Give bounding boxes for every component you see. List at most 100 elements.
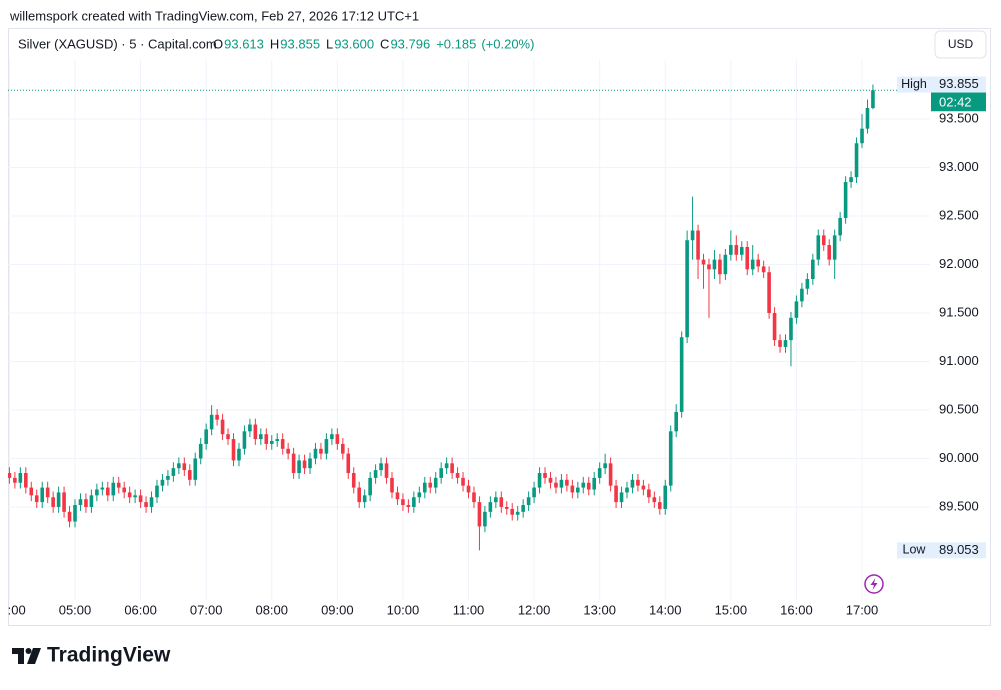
candle-body (171, 468, 176, 476)
candle-body (554, 482, 558, 488)
candle-body (838, 217, 842, 236)
grid (8, 60, 930, 600)
candle-body (565, 479, 569, 486)
candle-body (597, 468, 602, 478)
candle-body (67, 511, 72, 522)
candle-body (592, 477, 597, 490)
candle-body (269, 441, 274, 444)
candle-body (723, 254, 728, 275)
x-tick-label: 12:00 (518, 602, 551, 617)
x-tick-label: 07:00 (190, 602, 223, 617)
candle-body (499, 497, 504, 507)
candle-body (515, 511, 520, 515)
candle-body (40, 487, 45, 503)
candle-body (13, 477, 17, 483)
candle-body (537, 473, 542, 488)
candle-body (483, 511, 487, 527)
y-tick-label: 90.500 (939, 401, 979, 416)
candle-body (286, 448, 290, 454)
candle-body (466, 485, 471, 493)
legend-change-pct: (+0.20%) (481, 36, 534, 51)
candle-body (122, 487, 126, 493)
low-tag-label: Low (903, 543, 927, 557)
candle-body (138, 495, 143, 503)
candle-body (127, 492, 132, 498)
candle-body (576, 487, 580, 493)
candle-body (313, 448, 318, 459)
candle-body (543, 473, 547, 478)
candle-body (166, 475, 170, 480)
candle-body (368, 477, 372, 496)
candle-body (444, 463, 449, 469)
legend-prefix: O (213, 36, 223, 51)
candle-body (701, 259, 706, 265)
y-axis: 89.500 90.000 90.500 91.000 91.500 92.000 92.5… (939, 110, 979, 513)
candle-body (647, 489, 651, 498)
candle-body (811, 259, 815, 280)
candle-body (111, 482, 116, 496)
candle-body (827, 245, 832, 260)
candle-body (428, 482, 433, 488)
candle-body (406, 505, 411, 507)
candle-body (570, 485, 575, 493)
logo: TradingView (12, 644, 171, 667)
candle-body (685, 240, 689, 338)
candle-body (177, 463, 181, 469)
candle-body (477, 502, 482, 527)
candle-body (341, 443, 345, 454)
candle-body (800, 288, 804, 302)
candle-body (674, 411, 678, 432)
candle-body (45, 487, 50, 498)
candle-body (330, 434, 334, 440)
candle-body (319, 448, 323, 454)
candle-body (548, 477, 553, 483)
candle-body (805, 279, 810, 289)
candle-body (619, 492, 624, 503)
candle-body (843, 182, 848, 218)
lightning-icon[interactable] (864, 574, 884, 594)
candle-body (193, 458, 198, 480)
logo-mark (25, 648, 32, 654)
legend-prefix: H (270, 36, 279, 51)
x-tick-label: 16:00 (780, 602, 813, 617)
candle-body (357, 487, 362, 503)
candle-body (73, 505, 77, 522)
y-tick-label: 90.000 (939, 450, 979, 465)
currency[interactable]: USD (948, 37, 974, 51)
candle-body (56, 492, 61, 507)
icon-bolt[interactable] (870, 578, 878, 590)
ohlc-legend: O 93.613 H 93.855 L 93.600 C 93.796 +0.185 (+0.20… (213, 36, 534, 51)
candle-body (51, 497, 55, 507)
candle-body (718, 259, 722, 275)
candle-body (455, 473, 460, 478)
candle-body (62, 492, 66, 512)
high-tag-label: High (901, 77, 927, 91)
candle-body (614, 485, 618, 503)
low-tag-value: 89.053 (939, 542, 979, 557)
candle-body (433, 477, 438, 488)
candle-body (461, 477, 465, 486)
candle-body (275, 439, 280, 442)
candle-body (89, 495, 94, 507)
candle-body (84, 499, 88, 507)
candle-body (608, 463, 613, 486)
candle-body (849, 177, 853, 183)
candle-body (707, 264, 711, 270)
legend-prefix: L (326, 36, 333, 51)
currency-button[interactable] (934, 30, 987, 59)
candle-body (116, 482, 121, 488)
candle-body (248, 424, 252, 432)
y-tick-label: 93.500 (939, 110, 979, 125)
candle-body (324, 439, 329, 454)
candle-body (308, 458, 312, 469)
candle-body (253, 424, 258, 440)
candle-body (351, 473, 356, 488)
candle-body (362, 495, 367, 503)
y-tick-label: 93.000 (939, 159, 979, 174)
y-tick-label: 92.000 (939, 256, 979, 271)
candle-body (226, 434, 230, 440)
candle-body (149, 497, 154, 507)
candle-body (395, 492, 400, 500)
candle-body (34, 495, 39, 503)
